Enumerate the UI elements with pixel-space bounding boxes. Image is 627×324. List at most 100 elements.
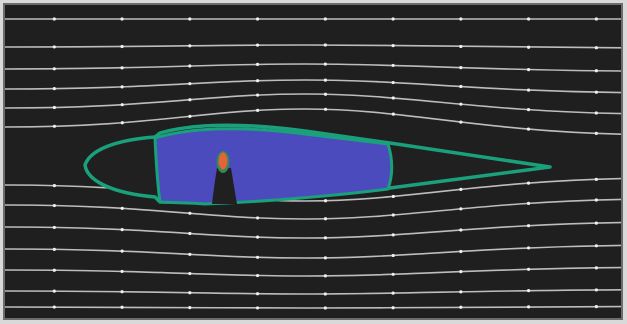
flow-direction-arrow — [459, 305, 463, 309]
flow-direction-arrow — [526, 67, 531, 72]
flow-direction-arrow — [255, 79, 260, 83]
flow-direction-arrow — [323, 62, 327, 66]
flow-direction-arrow — [52, 268, 56, 272]
flow-direction-arrow — [391, 291, 395, 295]
flow-direction-arrow — [459, 207, 463, 211]
flow-direction-arrow — [526, 201, 531, 205]
flow-direction-arrow — [256, 93, 260, 97]
fuel-region — [153, 127, 394, 206]
flow-direction-arrow — [188, 211, 192, 215]
flow-direction-arrow — [391, 112, 395, 116]
flow-direction-arrow — [188, 17, 192, 21]
flow-direction-arrow — [391, 233, 395, 237]
flow-direction-arrow — [120, 249, 124, 253]
flow-direction-arrow — [459, 249, 463, 254]
hot-spot — [218, 152, 228, 170]
flow-direction-arrow — [594, 111, 598, 115]
flow-direction-arrow — [188, 271, 192, 276]
flow-direction-arrow — [459, 187, 463, 191]
flow-direction-arrow — [526, 246, 531, 250]
flow-direction-arrow — [120, 103, 124, 107]
flow-direction-arrow — [323, 217, 328, 221]
flow-direction-arrow — [255, 255, 260, 259]
flow-direction-arrow — [323, 292, 327, 296]
flow-direction-arrow — [52, 105, 56, 110]
flow-direction-arrow — [52, 203, 56, 208]
flow-direction-arrow — [52, 305, 56, 309]
flow-direction-arrow — [594, 266, 598, 270]
flow-direction-arrow — [323, 306, 327, 310]
flow-direction-arrow — [459, 84, 463, 89]
flow-direction-arrow — [594, 17, 598, 21]
flow-direction-arrow — [120, 17, 124, 21]
flow-direction-arrow — [526, 181, 531, 185]
flow-direction-arrow — [188, 291, 192, 295]
flow-direction-arrow — [594, 131, 598, 135]
flow-direction-arrow — [188, 305, 192, 310]
flow-direction-arrow — [391, 80, 395, 85]
flow-direction-arrow — [188, 82, 192, 86]
flow-direction-arrow — [52, 289, 56, 293]
flow-direction-arrow — [120, 121, 124, 125]
flow-direction-arrow — [255, 235, 260, 239]
flow-direction-arrow — [594, 69, 598, 73]
flow-direction-arrow — [459, 120, 463, 124]
flow-direction-arrow — [459, 270, 463, 274]
flow-direction-arrow — [459, 228, 463, 232]
flow-direction-arrow — [526, 108, 531, 112]
airfoil-group — [83, 123, 552, 206]
flow-direction-arrow — [188, 114, 192, 118]
flow-direction-arrow — [594, 305, 598, 309]
flow-direction-arrow — [52, 225, 56, 230]
flow-direction-arrow — [52, 184, 56, 188]
flow-direction-arrow — [255, 292, 260, 296]
flow-direction-arrow — [459, 66, 463, 70]
flow-direction-arrow — [120, 290, 124, 294]
flow-direction-arrow — [391, 17, 395, 21]
flow-direction-arrow — [255, 17, 260, 21]
flow-direction-arrow — [526, 267, 531, 271]
flow-direction-arrow — [323, 256, 327, 260]
flow-direction-arrow — [459, 44, 463, 49]
flow-direction-arrow — [323, 92, 328, 96]
flow-direction-arrow — [120, 228, 124, 232]
flow-direction-arrow — [256, 216, 260, 220]
flow-direction-arrow — [391, 253, 395, 258]
flow-direction-arrow — [594, 244, 598, 248]
flow-direction-arrow — [120, 269, 124, 274]
flow-direction-arrow — [255, 62, 260, 66]
flow-direction-arrow — [188, 252, 192, 256]
flow-direction-arrow — [594, 177, 598, 181]
flow-field-panel — [3, 3, 623, 320]
flow-direction-arrow — [391, 194, 395, 199]
flow-direction-arrow — [120, 85, 124, 89]
flow-direction-arrow — [594, 288, 598, 292]
flow-direction-arrow — [52, 67, 56, 71]
flow-direction-arrow — [323, 199, 328, 203]
flow-direction-arrow — [323, 236, 328, 240]
flow-direction-arrow — [391, 213, 395, 217]
flow-direction-arrow — [256, 108, 260, 112]
flow-direction-arrow — [120, 66, 124, 70]
flow-direction-arrow — [255, 43, 260, 47]
flow-direction-arrow — [526, 45, 531, 49]
vent-slot — [212, 168, 237, 204]
flow-direction-arrow — [594, 90, 598, 94]
flow-direction-arrow — [52, 87, 56, 91]
flow-direction-arrow — [323, 107, 328, 111]
flow-direction-arrow — [527, 17, 531, 21]
flow-direction-arrow — [52, 124, 57, 128]
flow-direction-arrow — [526, 224, 531, 228]
flow-direction-arrow — [52, 17, 56, 21]
flow-direction-arrow — [52, 45, 56, 49]
flow-direction-arrow — [188, 44, 192, 48]
flow-direction-arrow — [391, 272, 395, 276]
flow-direction-arrow — [526, 88, 531, 92]
flow-direction-arrow — [526, 289, 531, 293]
flow-direction-arrow — [391, 63, 395, 68]
flow-direction-arrow — [188, 231, 192, 236]
flow-direction-arrow — [459, 17, 463, 21]
flow-direction-arrow — [594, 46, 598, 50]
flow-direction-arrow — [323, 274, 327, 278]
